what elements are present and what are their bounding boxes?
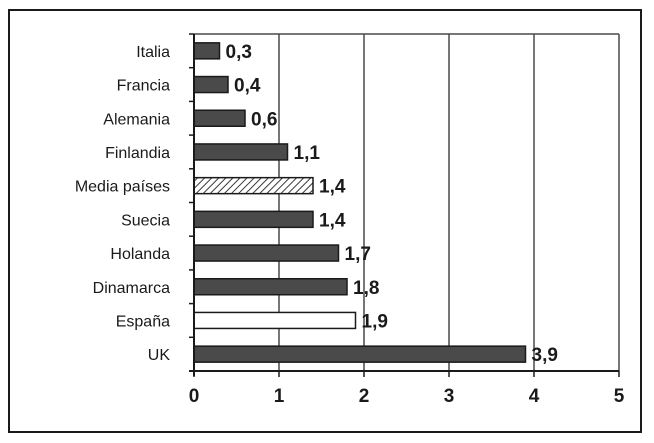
bar-6 (193, 244, 340, 262)
value-label: 0,4 (234, 76, 261, 97)
value-label: 1,4 (319, 177, 346, 198)
x-tick-label-0: 0 (189, 386, 200, 407)
x-tick-label-2: 2 (359, 386, 370, 407)
bar-7 (193, 278, 348, 296)
value-label: 1,7 (345, 244, 371, 265)
x-tick-label-5: 5 (614, 386, 625, 407)
value-label: 1,8 (353, 278, 379, 299)
axis-layer: 0 1 2 3 4 5 (189, 33, 625, 407)
value-label: 0,3 (226, 42, 252, 63)
bar-layer (193, 42, 527, 363)
category-label: Media países (75, 179, 170, 196)
category-label: Finlandia (105, 145, 170, 162)
category-label: Francia (117, 78, 170, 95)
category-label: UK (148, 347, 171, 364)
category-label: Alemania (103, 111, 170, 128)
x-tick-label-3: 3 (444, 386, 455, 407)
bar-2 (193, 109, 246, 127)
label-layer: Italia 0,3 Francia 0,4 Alemania 0,6 Finlandia 1… (75, 42, 558, 366)
bar-0 (193, 42, 221, 60)
category-label: Holanda (110, 246, 170, 263)
bar-4 (193, 176, 314, 195)
category-label: Suecia (121, 212, 170, 229)
value-label: 1,9 (362, 311, 388, 332)
value-label: 0,6 (251, 109, 277, 130)
value-label: 1,1 (294, 143, 321, 164)
bar-1 (193, 75, 229, 94)
category-label: Italia (136, 44, 170, 61)
value-label: 3,9 (532, 345, 558, 366)
value-label: 1,4 (319, 210, 346, 231)
category-label: Dinamarca (93, 280, 170, 297)
bar-3 (193, 143, 289, 161)
category-label: España (116, 313, 170, 330)
x-tick-label-4: 4 (529, 386, 540, 407)
bar-8 (193, 311, 357, 330)
bar-5 (193, 210, 314, 229)
bar-9 (193, 345, 527, 363)
x-tick-label-1: 1 (274, 386, 285, 407)
